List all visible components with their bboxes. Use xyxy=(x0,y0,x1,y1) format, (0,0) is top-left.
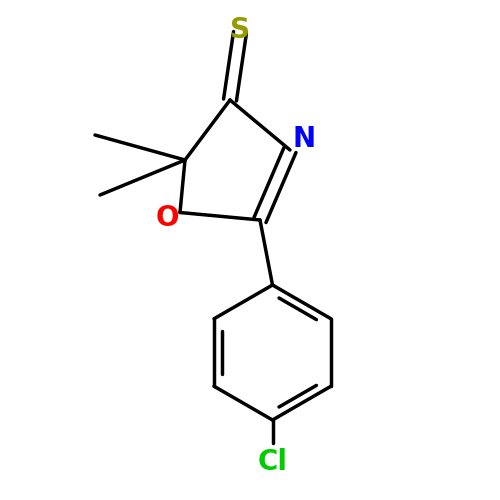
Text: S: S xyxy=(230,16,250,44)
Text: N: N xyxy=(292,125,316,153)
Text: Cl: Cl xyxy=(258,448,288,475)
Text: O: O xyxy=(156,204,179,232)
